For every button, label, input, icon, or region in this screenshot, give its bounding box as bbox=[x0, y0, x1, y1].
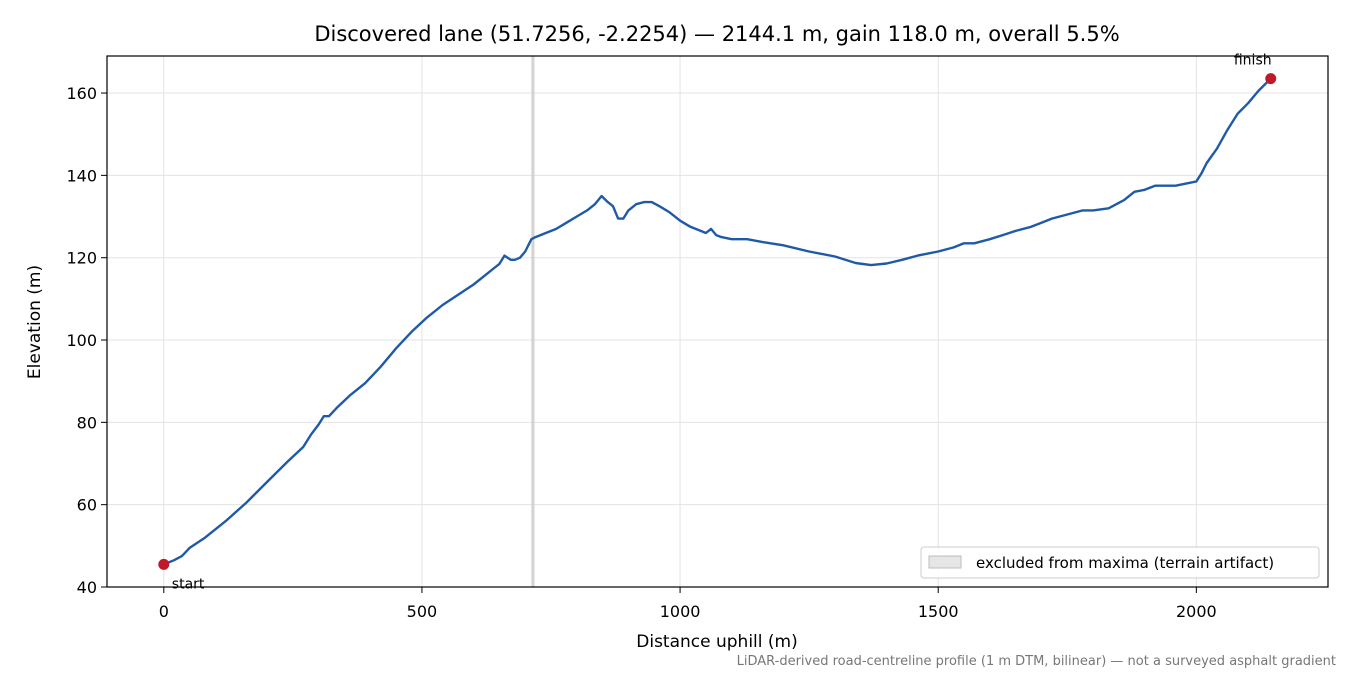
y-tick-label: 140 bbox=[66, 166, 97, 185]
x-tick-label: 0 bbox=[159, 602, 169, 621]
x-tick-label: 1500 bbox=[918, 602, 959, 621]
y-tick-label: 60 bbox=[77, 496, 97, 515]
legend-box bbox=[920, 546, 1320, 579]
excluded-band-layer bbox=[531, 56, 535, 587]
y-tick-label: 80 bbox=[77, 413, 97, 432]
x-tick-label: 1000 bbox=[660, 602, 701, 621]
start-marker bbox=[158, 558, 170, 570]
y-tick-label: 160 bbox=[66, 84, 97, 103]
y-tick-label: 40 bbox=[77, 578, 97, 597]
series-layer bbox=[162, 77, 1272, 566]
x-axis-ticks: 0 500 1000 1500 2000 bbox=[159, 587, 1217, 621]
legend-entry: excluded from maxima (terrain artifact) bbox=[976, 554, 1274, 572]
elevation-line bbox=[162, 77, 1272, 566]
x-tick-label: 500 bbox=[407, 602, 438, 621]
y-axis-label: Elevation (m) bbox=[25, 265, 45, 379]
y-tick-label: 100 bbox=[66, 331, 97, 350]
finish-marker bbox=[1265, 73, 1277, 85]
y-tick-label: 120 bbox=[66, 249, 97, 268]
legend: excluded from maxima (terrain artifact) bbox=[920, 546, 1320, 579]
chart-title: Discovered lane (51.7256, -2.2254) — 214… bbox=[314, 22, 1119, 46]
excluded-band bbox=[531, 56, 535, 587]
x-tick-label: 2000 bbox=[1176, 602, 1217, 621]
x-axis-label: Distance uphill (m) bbox=[636, 632, 797, 652]
y-axis-ticks: 40 60 80 100 120 140 160 bbox=[66, 84, 107, 597]
finish-label: finish bbox=[1234, 53, 1272, 69]
footnote: LiDAR-derived road-centreline profile (1… bbox=[737, 654, 1336, 669]
plot-frame bbox=[106, 55, 1329, 588]
start-label: start bbox=[172, 576, 205, 592]
grid bbox=[107, 56, 1328, 588]
legend-swatch bbox=[928, 555, 962, 569]
marker-layer: start finish bbox=[158, 53, 1277, 592]
